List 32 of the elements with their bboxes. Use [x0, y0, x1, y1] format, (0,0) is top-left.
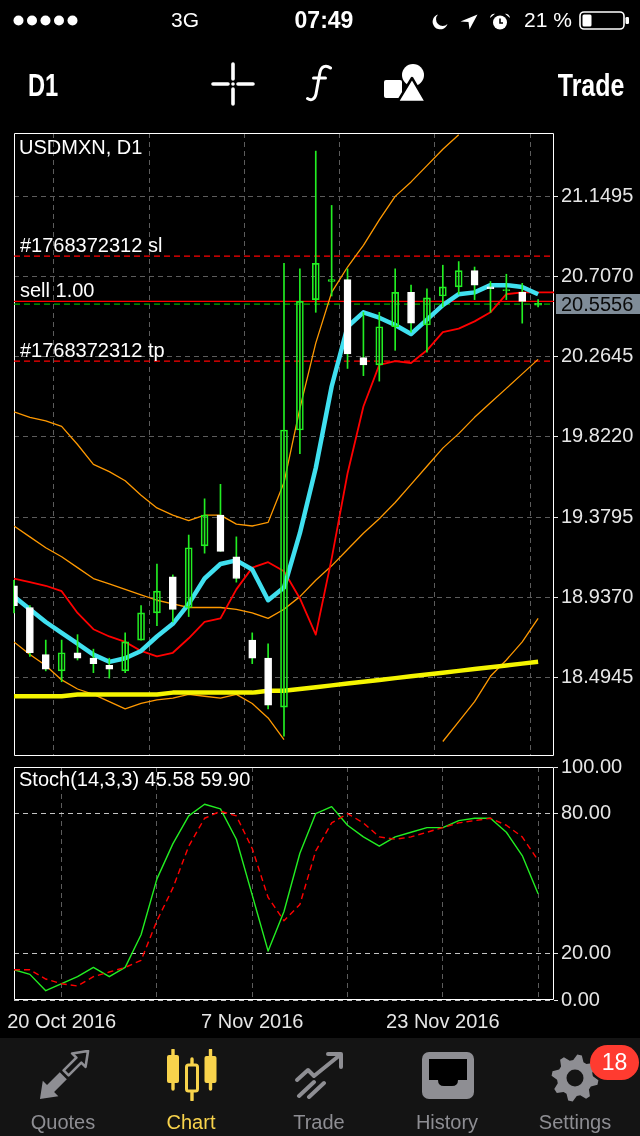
ref-line-label: #1768372312 sl: [20, 234, 163, 257]
y-tick-label: 19.3795: [561, 504, 634, 527]
x-tick-label: 7 Nov 2016: [201, 1009, 304, 1032]
y-tick-label: 21.1495: [561, 183, 634, 206]
chart-title: Stoch(14,3,3) 45.58 59.90: [19, 767, 251, 790]
text: Settings: [537, 1110, 613, 1135]
text: Trade: [292, 1110, 346, 1135]
candlestick: [518, 282, 527, 324]
text: 21 %: [524, 8, 572, 32]
y-tick-label: 80.00: [561, 801, 612, 824]
x-tick-label: 20 Oct 2016: [7, 1009, 117, 1032]
ref-line-label: #1768372312 tp: [20, 339, 165, 362]
candlestick: [105, 657, 114, 679]
text: Trade: [557, 67, 624, 103]
y-tick-label: 20.7070: [561, 264, 634, 287]
y-tick-label: 100.00: [561, 754, 623, 777]
y-tick-label: 20.2645: [561, 344, 634, 367]
y-tick-label: 0.00: [561, 987, 600, 1010]
text: 3G: [171, 8, 200, 32]
text: Quotes: [29, 1110, 97, 1135]
text: Chart: [165, 1110, 217, 1135]
text: D1: [28, 67, 59, 103]
ref-line-label: 20.5556: [561, 292, 634, 315]
text: 07:49: [293, 7, 355, 33]
y-tick-label: 18.9370: [561, 584, 634, 607]
text: History: [414, 1110, 480, 1135]
y-tick-label: 18.4945: [561, 664, 634, 687]
y-tick-label: 19.8220: [561, 424, 634, 447]
x-tick-label: 23 Nov 2016: [386, 1009, 500, 1032]
y-tick-label: 20.00: [561, 940, 612, 963]
ref-line-label: sell 1.00: [20, 279, 95, 302]
chart-title: USDMXN, D1: [19, 135, 143, 158]
